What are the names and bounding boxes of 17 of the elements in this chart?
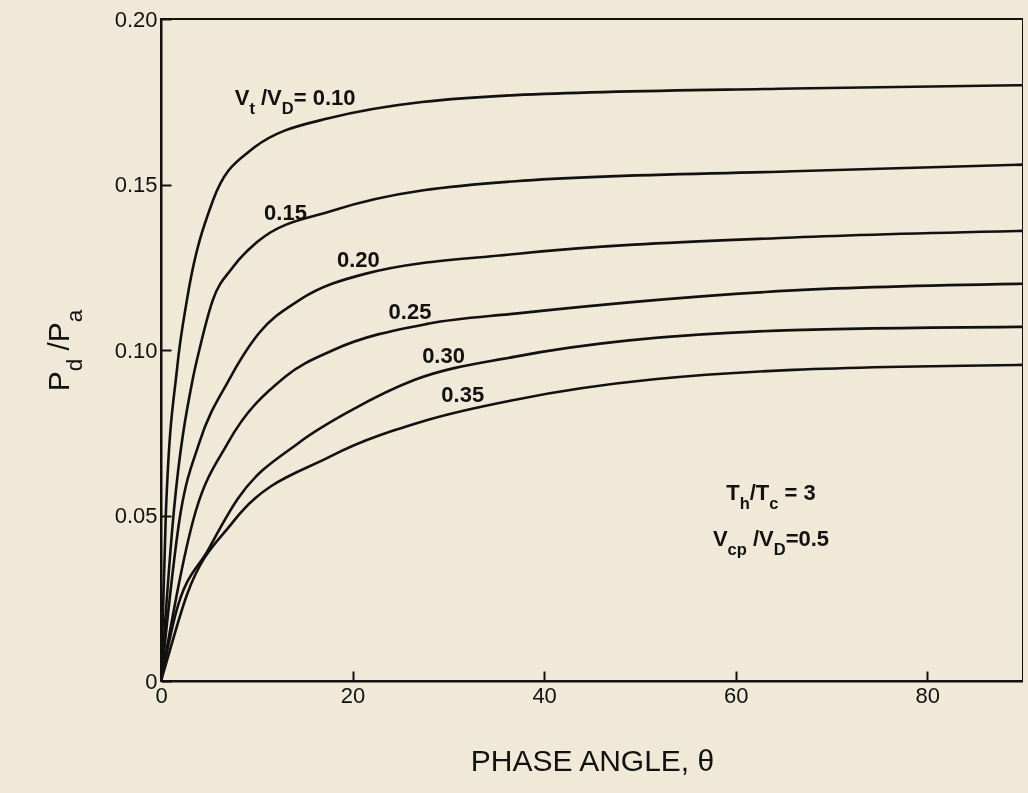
- x-tick-label: 60: [723, 682, 749, 708]
- y-tick-label: 0.15: [114, 172, 158, 197]
- series-label: 0.35: [441, 381, 485, 407]
- series-label: V$_{t}$ /V$_{D}$= 0.10: [234, 85, 356, 118]
- x-tick-label: 80: [915, 682, 940, 708]
- series-label: 0.30: [422, 343, 465, 369]
- series-label: 0.15: [264, 199, 307, 225]
- annotation: V$_{cp}$ /V$_{D}$=0.5: [712, 526, 830, 558]
- series-label: 0.20: [336, 246, 380, 272]
- y-tick-label: 0.20: [114, 6, 158, 32]
- series-label: 0.25: [388, 298, 432, 324]
- x-tick-label: 40: [532, 682, 557, 708]
- x-axis-title: PHASE ANGLE, θ: [470, 743, 715, 777]
- x-tick-label: 20: [340, 682, 366, 708]
- y-tick-label: 0.10: [114, 337, 158, 363]
- y-tick-label: 0.05: [114, 503, 158, 528]
- annotation: T$_{h}$/T$_{c}$ = 3: [726, 480, 816, 512]
